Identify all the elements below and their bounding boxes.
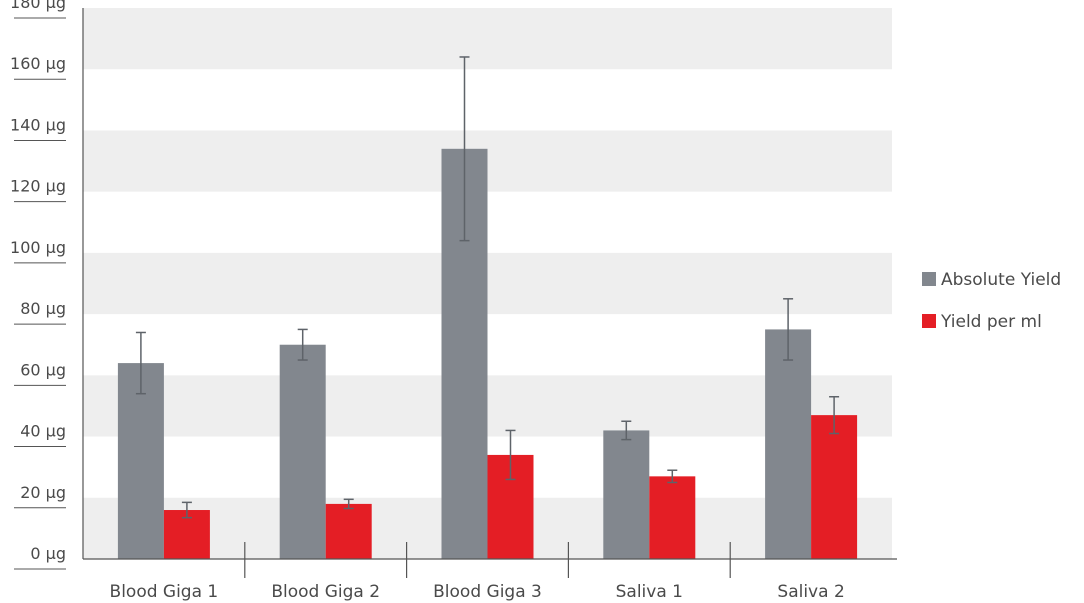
x-category-label: Saliva 2: [777, 582, 844, 602]
legend-swatch: [922, 272, 936, 286]
bar-yield-per-ml: [325, 503, 372, 559]
grid-band: [83, 8, 892, 70]
bar-absolute-yield: [117, 363, 164, 559]
bar-absolute-yield: [765, 329, 812, 559]
legend-label: Absolute Yield: [941, 270, 1061, 290]
bar-absolute-yield: [603, 430, 650, 559]
y-tick-label: 140 µg: [10, 115, 66, 134]
y-tick-label: 80 µg: [20, 299, 66, 318]
bars-layer: [117, 148, 858, 560]
y-tick-label: 120 µg: [10, 177, 66, 196]
bar-yield-per-ml: [811, 415, 858, 559]
axes-layer: [82, 8, 897, 578]
y-tick-label: 20 µg: [20, 483, 66, 502]
x-axis-labels: Blood Giga 1 Blood Giga 2 Blood Giga 3 Sali…: [110, 582, 845, 602]
error-bars-layer: [135, 56, 840, 519]
bar-yield-per-ml: [649, 476, 696, 559]
y-tick-label: 0 µg: [30, 544, 66, 563]
y-tick-label: 100 µg: [10, 238, 66, 257]
x-category-label: Blood Giga 1: [110, 582, 219, 602]
legend-label: Yield per ml: [940, 312, 1042, 332]
x-category-label: Blood Giga 2: [271, 582, 380, 602]
legend: Absolute Yield Yield per ml: [922, 270, 1061, 332]
y-axis-ticks: 0 µg 20 µg 40 µg 60 µg 80 µg 100 µg 120 µg 140 …: [10, 0, 66, 570]
bar-absolute-yield: [279, 344, 326, 559]
y-tick-label: 60 µg: [20, 360, 66, 379]
y-tick-label: 160 µg: [10, 54, 66, 73]
y-tick-label: 180 µg: [10, 0, 66, 12]
y-tick-label: 40 µg: [20, 422, 66, 441]
legend-swatch: [922, 314, 936, 328]
x-category-label: Blood Giga 3: [433, 582, 542, 602]
x-category-label: Saliva 1: [616, 582, 683, 602]
